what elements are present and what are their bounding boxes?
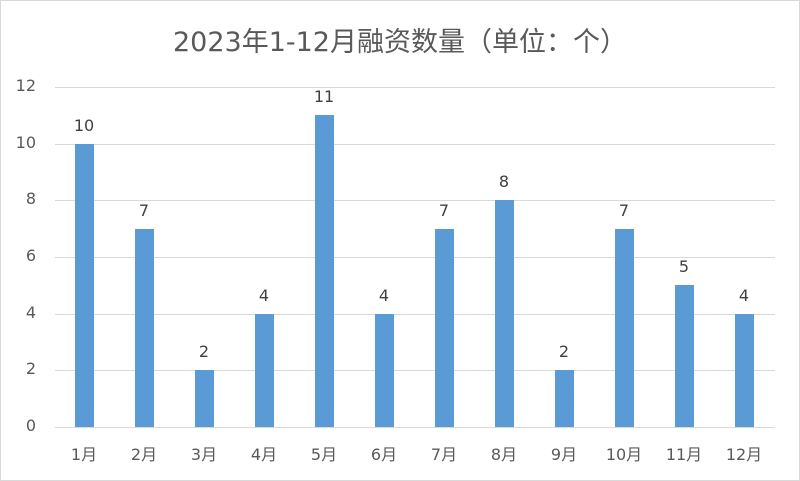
bar bbox=[434, 229, 454, 427]
y-axis-tick-label: 12 bbox=[15, 76, 36, 95]
gridline bbox=[55, 370, 775, 371]
data-label: 2 bbox=[198, 342, 210, 361]
x-axis-tick-label: 3月 bbox=[190, 445, 218, 464]
bar bbox=[314, 115, 334, 427]
chart-title: 2023年1-12月融资数量（单位：个） bbox=[173, 27, 627, 58]
gridline bbox=[55, 257, 775, 258]
x-axis-tick-label: 7月 bbox=[430, 445, 458, 464]
gridline bbox=[55, 87, 775, 88]
x-axis-tick-label: 12月 bbox=[725, 445, 763, 464]
x-axis-tick-label: 5月 bbox=[310, 445, 338, 464]
gridline bbox=[55, 314, 775, 315]
y-axis-tick-label: 4 bbox=[25, 303, 36, 322]
y-axis-tick-label: 8 bbox=[25, 189, 36, 208]
data-label: 10 bbox=[73, 116, 95, 135]
bar bbox=[74, 144, 94, 427]
bar bbox=[614, 229, 634, 427]
data-label: 5 bbox=[678, 257, 690, 276]
gridline bbox=[55, 144, 775, 145]
y-axis-tick-label: 6 bbox=[25, 246, 36, 265]
gridline bbox=[55, 200, 775, 201]
data-label: 7 bbox=[138, 201, 150, 220]
data-label: 4 bbox=[258, 286, 270, 305]
data-label: 7 bbox=[618, 201, 630, 220]
bar bbox=[254, 314, 274, 427]
data-label: 4 bbox=[378, 286, 390, 305]
bar bbox=[374, 314, 394, 427]
gridline bbox=[55, 427, 775, 428]
y-axis-tick-label: 10 bbox=[15, 133, 36, 152]
x-axis-tick-label: 11月 bbox=[665, 445, 703, 464]
y-axis-tick-label: 2 bbox=[25, 359, 36, 378]
data-label: 7 bbox=[438, 201, 450, 220]
bar bbox=[194, 370, 214, 427]
data-label: 2 bbox=[558, 342, 570, 361]
x-axis-tick-label: 1月 bbox=[70, 445, 98, 464]
x-axis-tick-label: 9月 bbox=[550, 445, 578, 464]
x-axis-tick-label: 4月 bbox=[250, 445, 278, 464]
x-axis-tick-label: 10月 bbox=[605, 445, 643, 464]
data-label: 11 bbox=[313, 87, 335, 106]
x-axis-tick-label: 8月 bbox=[490, 445, 518, 464]
bar bbox=[554, 370, 574, 427]
bar bbox=[674, 285, 694, 427]
bar bbox=[494, 200, 514, 427]
x-axis-tick-label: 6月 bbox=[370, 445, 398, 464]
bar bbox=[734, 314, 754, 427]
y-axis-tick-label: 0 bbox=[25, 416, 36, 435]
bar bbox=[134, 229, 154, 427]
data-label: 4 bbox=[738, 286, 750, 305]
x-axis-tick-label: 2月 bbox=[130, 445, 158, 464]
data-label: 8 bbox=[498, 172, 510, 191]
